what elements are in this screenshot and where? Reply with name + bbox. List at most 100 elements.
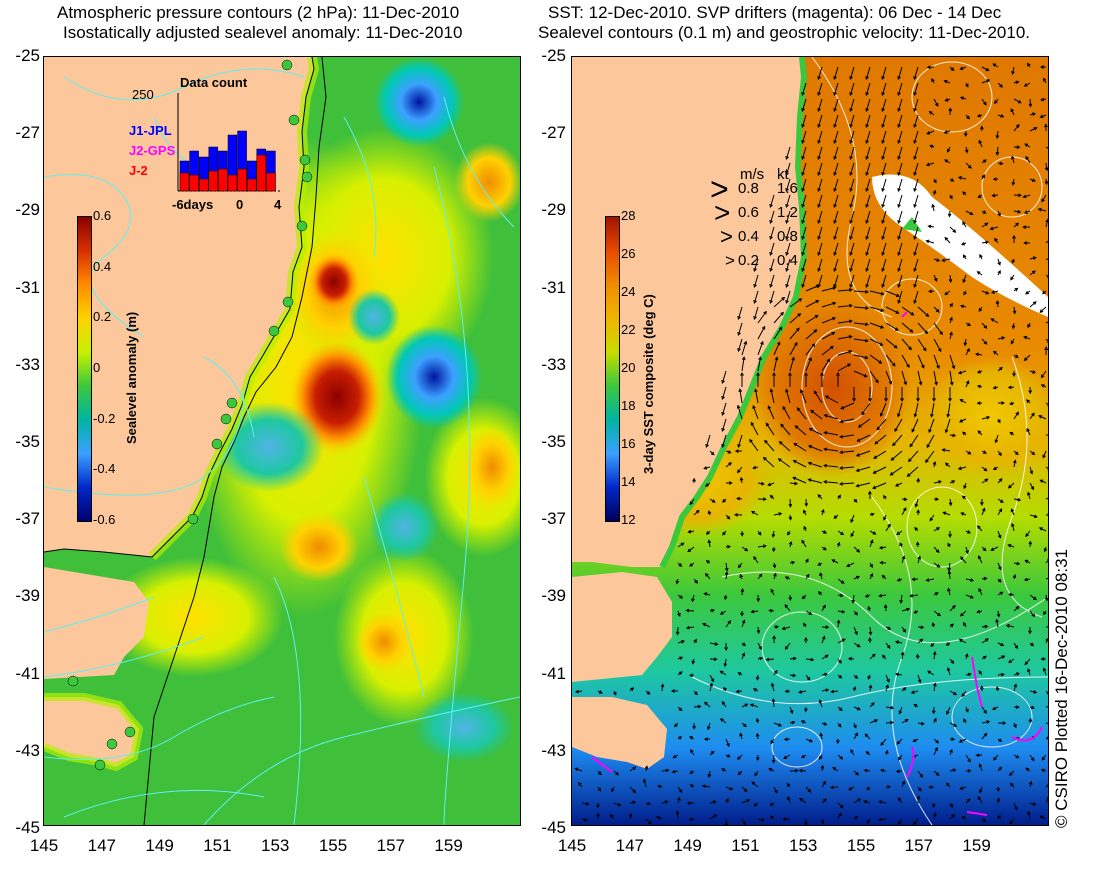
velocity-arrow <box>949 370 954 386</box>
right-y-tick-6: -37 <box>541 509 566 529</box>
velocity-arrow <box>1029 802 1037 806</box>
velocity-arrow <box>1029 594 1037 601</box>
velocity-arrow <box>1029 450 1036 455</box>
velocity-arrow <box>877 817 887 822</box>
velocity-arrow <box>709 814 718 820</box>
velocity-arrow <box>786 782 791 788</box>
velocity-arrow <box>949 302 954 308</box>
pressure-contours <box>44 68 520 825</box>
velocity-arrow <box>885 626 892 630</box>
velocity-arrow <box>910 690 919 694</box>
velocity-arrow <box>913 610 919 614</box>
velocity-arrow <box>1045 513 1048 517</box>
velocity-arrow <box>963 130 968 137</box>
velocity-arrow <box>677 594 684 599</box>
velocity-arrow <box>975 753 983 758</box>
velocity-arrow <box>933 717 937 724</box>
velocity-arrow <box>959 610 967 617</box>
velocity-arrow <box>963 338 968 347</box>
velocity-arrow <box>965 706 969 713</box>
velocity-arrow <box>869 562 873 569</box>
velocity-arrow <box>896 402 903 418</box>
velocity-arrow <box>897 210 903 224</box>
velocity-arrow <box>913 146 919 160</box>
velocity-arrow <box>785 162 791 176</box>
velocity-arrow <box>596 812 600 820</box>
velocity-arrow <box>981 322 988 329</box>
velocity-arrow <box>869 702 875 708</box>
velocity-arrow <box>688 673 695 678</box>
velocity-arrow <box>853 770 860 776</box>
velocity-arrow <box>901 497 908 502</box>
velocity-arrow <box>741 786 748 793</box>
velocity-arrow <box>818 699 823 708</box>
right-y-tick-8: -41 <box>541 663 566 683</box>
velocity-arrow <box>913 703 919 708</box>
velocity-arrow <box>1045 218 1048 228</box>
velocity-arrow <box>741 642 747 647</box>
velocity-arrow <box>769 815 775 820</box>
velocity-arrow <box>914 526 919 532</box>
velocity-arrow <box>737 434 743 448</box>
velocity-arrow <box>931 706 936 715</box>
velocity-arrow <box>885 674 890 683</box>
velocity-legend-kt-0: 1.6 <box>777 180 798 197</box>
velocity-arrow <box>944 159 951 164</box>
velocity-arrow <box>949 226 957 233</box>
velocity-arrow <box>840 402 855 410</box>
count-bar-j2 <box>198 178 209 192</box>
velocity-arrow <box>965 594 974 599</box>
velocity-arrow <box>597 770 602 776</box>
velocity-arrow <box>725 620 732 628</box>
velocity-arrow <box>769 274 775 288</box>
velocity-arrow <box>997 578 1002 583</box>
velocity-arrow <box>837 812 842 820</box>
sst-colorbar-tick-8: 12 <box>621 512 636 527</box>
velocity-arrow <box>978 763 983 772</box>
velocity-arrow <box>978 786 983 794</box>
velocity-arrow <box>1005 624 1015 628</box>
velocity-arrow <box>767 482 775 487</box>
velocity-arrow <box>1028 98 1033 108</box>
velocity-arrow <box>757 544 767 549</box>
velocity-arrow <box>817 178 823 192</box>
velocity-arrow <box>1045 146 1048 149</box>
velocity-arrow <box>929 514 935 522</box>
velocity-arrow <box>1028 780 1033 788</box>
velocity-arrow <box>901 607 911 612</box>
velocity-arrow <box>773 624 780 629</box>
velocity-arrow <box>913 98 919 112</box>
velocity-arrow <box>881 130 887 144</box>
velocity-arrow <box>881 114 887 128</box>
velocity-arrow <box>957 370 967 375</box>
velocity-arrow <box>1045 338 1048 343</box>
velocity-arrow <box>899 542 903 548</box>
velocity-arrow <box>869 322 885 329</box>
velocity-arrow <box>849 130 855 144</box>
velocity-arrow <box>909 593 919 598</box>
velocity-arrow <box>629 800 637 805</box>
velocity-arrow <box>805 573 810 580</box>
velocity-arrow <box>677 706 683 712</box>
velocity-arrow <box>792 460 807 468</box>
velocity-arrow <box>913 290 919 304</box>
velocity-arrow <box>723 686 727 692</box>
velocity-arrow <box>853 322 869 327</box>
velocity-arrow <box>611 786 615 793</box>
velocity-arrow <box>997 258 1001 266</box>
velocity-arrow <box>949 658 955 664</box>
velocity-arrow <box>960 556 967 564</box>
velocity-arrow <box>849 98 855 112</box>
velocity-arrow <box>755 674 760 681</box>
velocity-arrow <box>837 722 842 728</box>
velocity-arrow <box>1013 354 1019 358</box>
velocity-arrow <box>1013 754 1020 759</box>
velocity-arrow <box>849 242 855 256</box>
velocity-arrow <box>1038 415 1047 420</box>
velocity-arrow <box>751 781 759 788</box>
velocity-arrow <box>725 754 731 758</box>
velocity-arrow <box>965 322 972 327</box>
velocity-arrow <box>721 700 727 708</box>
velocity-arrow <box>867 490 872 500</box>
velocity-arrow <box>693 690 698 696</box>
